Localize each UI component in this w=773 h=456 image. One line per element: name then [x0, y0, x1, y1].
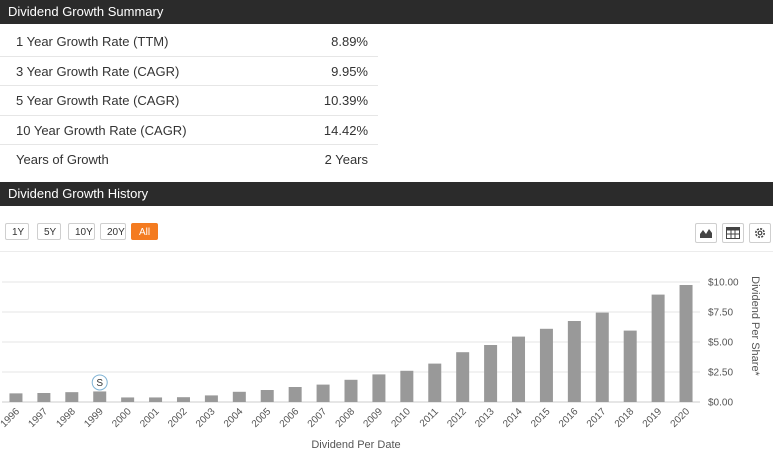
x-tick-label: 2020 — [669, 406, 693, 430]
settings-button[interactable] — [749, 223, 771, 243]
bar-2019[interactable] — [651, 294, 665, 402]
bar-1999[interactable] — [93, 391, 107, 402]
summary-row: Years of Growth 2 Years — [0, 145, 378, 175]
area-chart-icon — [700, 229, 712, 238]
area-chart-button[interactable] — [695, 223, 717, 243]
bar-2008[interactable] — [344, 379, 358, 402]
x-tick-label: 2015 — [529, 406, 553, 430]
bar-2002[interactable] — [176, 397, 190, 402]
history-title: Dividend Growth History — [8, 186, 149, 201]
summary-title: Dividend Growth Summary — [8, 4, 164, 19]
x-tick-label: 2014 — [501, 406, 525, 430]
bar-1997[interactable] — [37, 393, 51, 402]
summary-row-label: 3 Year Growth Rate (CAGR) — [16, 63, 180, 79]
bar-2017[interactable] — [595, 312, 609, 402]
bar-2003[interactable] — [204, 395, 218, 402]
x-tick-label: 2009 — [362, 406, 386, 430]
summary-row-value: 14.42% — [323, 122, 368, 138]
x-tick-label: 2017 — [585, 406, 609, 430]
bar-2012[interactable] — [456, 352, 470, 402]
summary-row: 5 Year Growth Rate (CAGR) 10.39% — [0, 86, 378, 116]
x-tick-label: 1999 — [82, 406, 106, 430]
split-flag-marker[interactable] — [91, 374, 108, 391]
bar-2005[interactable] — [260, 390, 274, 402]
bar-2006[interactable] — [288, 387, 302, 402]
range-button-5y[interactable]: 5Y — [37, 223, 61, 240]
bar-2013[interactable] — [484, 345, 498, 402]
x-tick-label: 2008 — [334, 406, 358, 430]
gear-icon — [755, 228, 765, 238]
table-view-button[interactable] — [722, 223, 744, 243]
y-axis-title: Dividend Per Share* — [749, 276, 761, 376]
summary-row-value: 10.39% — [323, 93, 368, 108]
range-button-1y[interactable]: 1Y — [5, 223, 29, 240]
bar-2014[interactable] — [512, 336, 526, 402]
x-tick-label: 2007 — [306, 406, 330, 430]
summary-row-value: 2 Years — [324, 152, 368, 167]
x-axis-title: Dividend Per Date — [311, 439, 400, 451]
summary-row-value: 8.89% — [331, 34, 368, 49]
summary-row-value: 9.95% — [331, 63, 368, 79]
range-button-10y[interactable]: 10Y — [68, 223, 95, 240]
range-button-20y[interactable]: 20Y — [100, 223, 126, 240]
split-flag-label: S — [96, 378, 103, 389]
summary-row-label: 10 Year Growth Rate (CAGR) — [16, 122, 187, 138]
x-tick-label: 2018 — [613, 406, 637, 430]
bar-2009[interactable] — [372, 374, 386, 402]
bar-2000[interactable] — [121, 397, 135, 402]
summary-row-label: 5 Year Growth Rate (CAGR) — [16, 93, 180, 108]
y-tick-label: $10.00 — [708, 278, 739, 289]
x-tick-label: 1997 — [26, 406, 50, 430]
x-tick-label: 2010 — [389, 406, 413, 430]
bar-1998[interactable] — [65, 392, 79, 402]
x-tick-label: 2004 — [222, 406, 246, 430]
x-tick-label: 2016 — [557, 406, 581, 430]
x-tick-label: 2019 — [641, 406, 665, 430]
bar-2016[interactable] — [567, 321, 581, 402]
growth-summary-table: 1 Year Growth Rate (TTM) 8.89% 3 Year Gr… — [0, 27, 378, 175]
summary-row-label: Years of Growth — [16, 152, 109, 167]
table-icon — [726, 227, 740, 239]
x-tick-label: 2000 — [110, 406, 134, 430]
y-tick-label: $5.00 — [708, 338, 733, 349]
x-tick-label: 2003 — [194, 406, 218, 430]
history-header: Dividend Growth History — [0, 182, 773, 206]
y-tick-label: $7.50 — [708, 308, 733, 319]
bar-2020[interactable] — [679, 285, 693, 402]
x-tick-label: 2006 — [278, 406, 302, 430]
bar-1996[interactable] — [9, 393, 23, 402]
summary-row: 10 Year Growth Rate (CAGR) 14.42% — [0, 116, 378, 145]
summary-header: Dividend Growth Summary — [0, 0, 773, 24]
bar-2018[interactable] — [623, 330, 637, 402]
x-tick-label: 2013 — [473, 406, 497, 430]
chart-toolbar-divider — [0, 251, 773, 252]
bar-2004[interactable] — [232, 391, 246, 402]
range-button-all[interactable]: All — [131, 223, 158, 240]
bar-2011[interactable] — [428, 363, 442, 402]
x-tick-label: 2001 — [138, 406, 162, 430]
summary-row: 3 Year Growth Rate (CAGR) 9.95% — [0, 57, 378, 86]
y-tick-label: $0.00 — [708, 398, 733, 409]
bar-2015[interactable] — [539, 328, 553, 402]
x-tick-label: 2012 — [445, 406, 469, 430]
x-tick-label: 1998 — [54, 406, 78, 430]
summary-row: 1 Year Growth Rate (TTM) 8.89% — [0, 27, 378, 57]
x-tick-label: 2002 — [166, 406, 190, 430]
x-tick-label: 2005 — [250, 406, 274, 430]
x-tick-label: 1996 — [0, 406, 22, 430]
bar-2010[interactable] — [400, 370, 414, 402]
x-tick-label: 2011 — [418, 406, 441, 429]
bar-2001[interactable] — [149, 397, 163, 402]
summary-row-label: 1 Year Growth Rate (TTM) — [16, 34, 169, 49]
bar-2007[interactable] — [316, 384, 330, 402]
y-tick-label: $2.50 — [708, 368, 733, 379]
